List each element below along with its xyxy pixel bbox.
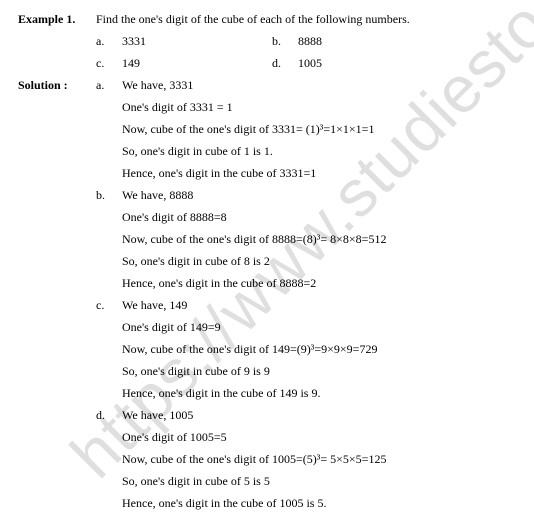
example-header-row: Example 1. Find the one's digit of the c… xyxy=(18,10,516,28)
solution-line: One's digit of 8888=8 xyxy=(122,208,516,226)
solution-line: So, one's digit in cube of 8 is 2 xyxy=(122,252,516,270)
document-content: Example 1. Find the one's digit of the c… xyxy=(0,0,534,526)
option-letter: b. xyxy=(272,32,298,50)
solution-line: Hence, one's digit in the cube of 8888=2 xyxy=(122,274,516,292)
option-value: 3331 xyxy=(122,32,272,50)
solution-line: One's digit of 3331 = 1 xyxy=(122,98,516,116)
solution-line: We have, 3331 xyxy=(122,76,516,94)
part-letter: b. xyxy=(96,186,122,204)
question-options-row-2: c. 149 d. 1005 xyxy=(18,54,516,72)
solution-line: We have, 1005 xyxy=(122,406,516,424)
solution-line: One's digit of 1005=5 xyxy=(122,428,516,446)
solution-line: We have, 149 xyxy=(122,296,516,314)
part-letter: d. xyxy=(96,406,122,424)
option-letter: a. xyxy=(96,32,122,50)
option-letter: d. xyxy=(272,54,298,72)
solution-line: So, one's digit in cube of 1 is 1. xyxy=(122,142,516,160)
option-value: 149 xyxy=(122,54,272,72)
solution-line: Now, cube of the one's digit of 149=(9)³… xyxy=(122,340,516,358)
solution-line: Hence, one's digit in the cube of 3331=1 xyxy=(122,164,516,182)
solution-line: One's digit of 149=9 xyxy=(122,318,516,336)
question-prompt: Find the one's digit of the cube of each… xyxy=(96,10,516,28)
question-options-row-1: a. 3331 b. 8888 xyxy=(18,32,516,50)
solution-line: Now, cube of the one's digit of 8888=(8)… xyxy=(122,230,516,248)
solution-line: We have, 8888 xyxy=(122,186,516,204)
solution-line: Now, cube of the one's digit of 1005=(5)… xyxy=(122,450,516,468)
example-label: Example 1. xyxy=(18,10,96,28)
part-letter: c. xyxy=(96,296,122,314)
solution-line: So, one's digit in cube of 5 is 5 xyxy=(122,472,516,490)
solution-line: Now, cube of the one's digit of 3331= (1… xyxy=(122,120,516,138)
solution-line: So, one's digit in cube of 9 is 9 xyxy=(122,362,516,380)
option-value: 1005 xyxy=(298,54,378,72)
part-letter: a. xyxy=(96,76,122,94)
solution-line: Hence, one's digit in the cube of 149 is… xyxy=(122,384,516,402)
option-value: 8888 xyxy=(298,32,378,50)
solution-line: Hence, one's digit in the cube of 1005 i… xyxy=(122,494,516,512)
solution-label: Solution : xyxy=(18,76,96,94)
option-letter: c. xyxy=(96,54,122,72)
